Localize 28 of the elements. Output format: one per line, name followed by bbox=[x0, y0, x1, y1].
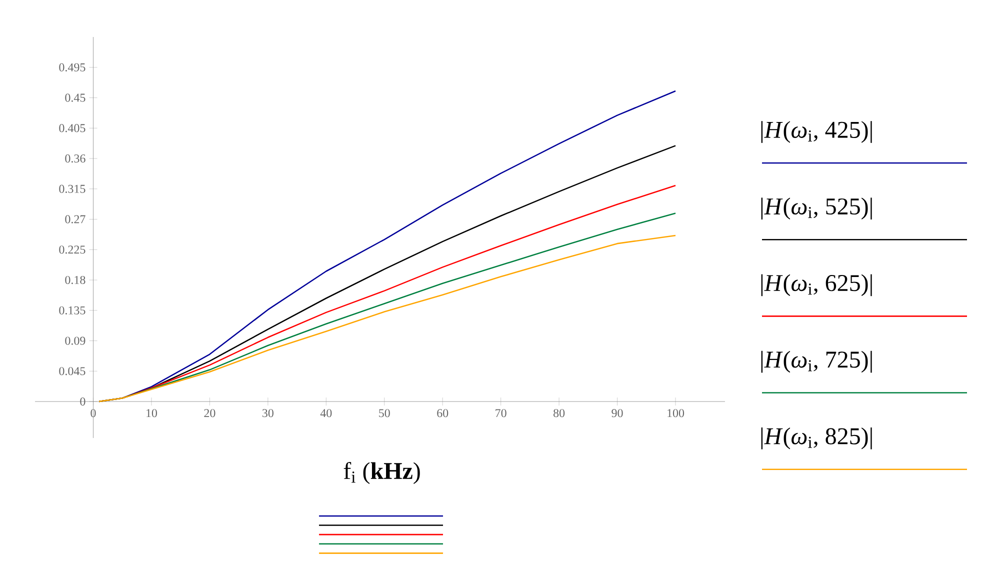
y-tick-label: 0.27 bbox=[65, 215, 86, 224]
y-tick-label: 0.405 bbox=[59, 124, 86, 132]
y-tick-label: 0.09 bbox=[65, 336, 86, 345]
text: |H(ω$_{i}$, 725)| bbox=[761, 350, 872, 373]
text: |H(ω$_{i}$, 625)| bbox=[761, 274, 872, 296]
x-tick-label: 100 bbox=[668, 409, 684, 418]
y-tick-label: 0.045 bbox=[59, 367, 86, 376]
y-tick-label: 0.315 bbox=[59, 184, 86, 193]
x-axis-title: f$_{i}$ (kHz) bbox=[344, 462, 420, 484]
x-tick-label: 50 bbox=[379, 409, 390, 418]
x-tick-label: 60 bbox=[437, 409, 448, 418]
y-tick-label: 0.225 bbox=[59, 246, 86, 254]
x-tick-label: 70 bbox=[496, 409, 506, 418]
x-tick-label: 30 bbox=[262, 409, 274, 418]
x-tick-label: 20 bbox=[204, 409, 216, 418]
y-tick-label: 0.18 bbox=[65, 276, 86, 284]
y-tick-label: 0.45 bbox=[65, 94, 86, 102]
y-tick-label: 0.135 bbox=[59, 306, 86, 314]
x-tick-label: 90 bbox=[612, 409, 623, 418]
y-tick-label: 0.36 bbox=[65, 154, 86, 163]
x-tick-label: 40 bbox=[320, 409, 332, 418]
y-tick-label: 0 bbox=[80, 397, 86, 406]
text: |H(ω$_{i}$, 525)| bbox=[761, 198, 872, 220]
text: |H(ω$_{i}$, 825)| bbox=[761, 427, 872, 450]
x-tick-label: 80 bbox=[554, 409, 565, 418]
x-tick-label: 10 bbox=[146, 409, 157, 418]
text: |H(ω$_{i}$, 425)| bbox=[761, 121, 872, 143]
y-tick-label: 0.495 bbox=[59, 63, 86, 72]
